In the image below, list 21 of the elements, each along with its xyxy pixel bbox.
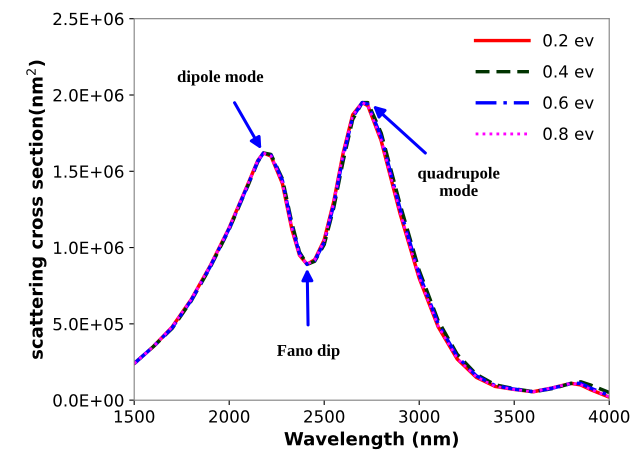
x-tick-label: 4000 [588,410,630,423]
x-axis-title: Wavelength (nm) [284,432,458,450]
y-tick-label: 2.5E+06 [53,12,124,26]
annotation: Fano dip [277,344,340,360]
x-tick-label: 2500 [304,410,344,423]
x-tick-label: 1500 [114,410,154,423]
y-tick-label: 1.5E+06 [54,165,124,178]
x-tick-label: 3500 [494,410,534,423]
y-axis-title: scattering cross section(nm$^{2}$) [26,60,46,359]
legend-label: 0.2 ev [543,34,594,47]
legend-label: 0.6 ev [543,96,594,109]
legend-label: 0.4 ev [543,65,594,78]
y-tick-label: 0.0E+00 [53,394,124,407]
annotation: quadrupole mode [418,166,500,196]
y-tick-label: 5.0E+05 [54,318,124,330]
legend-label: 0.8 ev [543,127,594,140]
x-tick-label: 2000 [209,410,250,423]
y-tick-label: 2.0E+06 [53,88,124,102]
y-tick-label: 1.0E+06 [54,242,124,254]
annotation: dipole mode [178,70,264,86]
x-tick-label: 3000 [399,410,440,423]
